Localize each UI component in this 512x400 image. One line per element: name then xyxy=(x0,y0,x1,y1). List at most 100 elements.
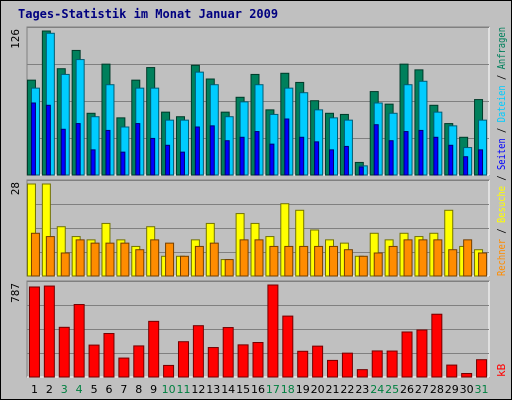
bar-rechner-day-25 xyxy=(388,245,398,277)
x-tick-label: 4 xyxy=(76,383,83,396)
x-tick-label: 13 xyxy=(206,383,220,396)
x-tick-label: 19 xyxy=(296,383,310,396)
bar-rechner-day-23 xyxy=(358,255,368,277)
x-tick-label: 17 xyxy=(266,383,280,396)
bar-seiten-day-17 xyxy=(269,143,275,176)
bar-rechner-day-4 xyxy=(75,239,85,277)
bar-rechner-day-6 xyxy=(105,242,115,277)
bar-kb-day-29 xyxy=(446,364,458,378)
bar-rechner-day-17 xyxy=(269,245,279,277)
legend-separator: / xyxy=(495,122,508,138)
bar-kb-day-11 xyxy=(177,341,189,378)
legend-besuche: Besuche xyxy=(495,186,508,223)
x-tick-label: 22 xyxy=(340,383,354,396)
bar-kb-day-8 xyxy=(133,345,145,378)
bar-seiten-day-5 xyxy=(90,149,96,176)
chart-title: Tages-Statistik im Monat Januar 2009 xyxy=(18,7,278,21)
x-tick-label: 21 xyxy=(326,383,340,396)
bar-rechner-day-15 xyxy=(239,239,249,277)
bar-rechner-day-27 xyxy=(418,239,428,277)
x-tick-label: 18 xyxy=(281,383,295,396)
bar-seiten-day-25 xyxy=(388,140,394,176)
x-tick-label: 24 xyxy=(370,383,384,396)
legend-dateien: Dateien xyxy=(495,85,508,122)
bar-rechner-day-30 xyxy=(463,239,473,277)
bar-rechner-day-31 xyxy=(478,252,488,277)
legend-anfragen: Anfragen xyxy=(495,27,508,69)
bar-kb-day-9 xyxy=(148,320,160,378)
bar-rechner-day-16 xyxy=(254,239,264,277)
x-tick-label: 25 xyxy=(385,383,399,396)
bar-rechner-day-18 xyxy=(284,245,294,277)
bar-seiten-day-15 xyxy=(239,136,245,176)
bar-seiten-day-28 xyxy=(433,136,439,176)
bar-seiten-day-22 xyxy=(343,145,349,176)
bar-kb-day-15 xyxy=(237,344,249,378)
bar-seiten-day-18 xyxy=(284,118,290,176)
bar-seiten-day-21 xyxy=(329,149,335,176)
bar-rechner-day-13 xyxy=(209,242,219,277)
bar-rechner-day-20 xyxy=(314,245,324,277)
x-tick-label: 29 xyxy=(445,383,459,396)
bar-seiten-day-14 xyxy=(224,140,230,176)
bar-seiten-day-31 xyxy=(478,149,484,176)
bar-kb-day-25 xyxy=(386,350,398,378)
bar-rechner-day-24 xyxy=(373,252,383,277)
x-tick-label: 10 xyxy=(162,383,176,396)
x-tick-label: 20 xyxy=(311,383,325,396)
bar-kb-day-23 xyxy=(356,369,368,378)
legend-kb: kB xyxy=(495,363,508,377)
bar-rechner-day-5 xyxy=(90,242,100,277)
bar-kb-day-27 xyxy=(416,329,428,378)
legend-rechner: Rechner xyxy=(495,239,508,276)
bar-kb-day-26 xyxy=(401,331,413,378)
bar-kb-day-1 xyxy=(28,286,40,378)
panel-kb: 787 xyxy=(9,280,490,378)
bar-seiten-day-11 xyxy=(179,151,185,176)
x-tick-label: 6 xyxy=(105,383,112,396)
legend-separator: / xyxy=(495,69,508,85)
bar-seiten-day-9 xyxy=(150,137,156,176)
x-tick-label: 31 xyxy=(475,383,489,396)
bar-rechner-day-2 xyxy=(45,236,55,277)
bar-kb-day-2 xyxy=(43,285,55,378)
bar-seiten-day-6 xyxy=(105,129,111,176)
right-legend: Rechner / Besuche / Seiten / Dateien / A… xyxy=(495,27,508,276)
x-tick-label: 14 xyxy=(221,383,235,396)
bar-rechner-day-9 xyxy=(150,239,160,277)
bar-seiten-day-10 xyxy=(165,144,171,176)
bar-kb-day-22 xyxy=(341,352,353,378)
bar-seiten-day-19 xyxy=(299,136,305,176)
bar-kb-day-28 xyxy=(431,313,443,378)
bar-seiten-day-8 xyxy=(135,123,141,176)
bar-kb-day-31 xyxy=(476,359,488,378)
bar-kb-day-13 xyxy=(207,347,219,378)
x-tick-label: 3 xyxy=(61,383,68,396)
legend-seiten: Seiten xyxy=(495,138,508,170)
x-tick-label: 15 xyxy=(236,383,250,396)
bar-kb-day-10 xyxy=(163,364,175,378)
bar-rechner-day-1 xyxy=(30,232,40,277)
bar-kb-day-16 xyxy=(252,342,264,378)
bar-rechner-day-19 xyxy=(299,245,309,277)
x-tick-label: 30 xyxy=(460,383,474,396)
bar-seiten-day-24 xyxy=(373,124,379,176)
bar-kb-day-19 xyxy=(297,350,309,378)
bar-kb-day-4 xyxy=(73,304,85,378)
bar-rechner-day-14 xyxy=(224,259,234,277)
x-tick-label: 1 xyxy=(31,383,38,396)
y-max-label: 787 xyxy=(9,283,22,303)
bar-seiten-day-2 xyxy=(45,104,51,176)
bar-rechner-day-28 xyxy=(433,239,443,277)
bar-seiten-day-3 xyxy=(60,128,66,176)
x-tick-label: 27 xyxy=(415,383,429,396)
panel-requests: 126 xyxy=(9,26,490,176)
x-tick-label: 5 xyxy=(91,383,98,396)
legend-separator: / xyxy=(495,223,508,239)
x-tick-label: 28 xyxy=(430,383,444,396)
x-tick-label: 8 xyxy=(135,383,142,396)
x-tick-label: 2 xyxy=(46,383,53,396)
bar-seiten-day-12 xyxy=(194,126,200,176)
bar-rechner-day-12 xyxy=(194,245,204,277)
